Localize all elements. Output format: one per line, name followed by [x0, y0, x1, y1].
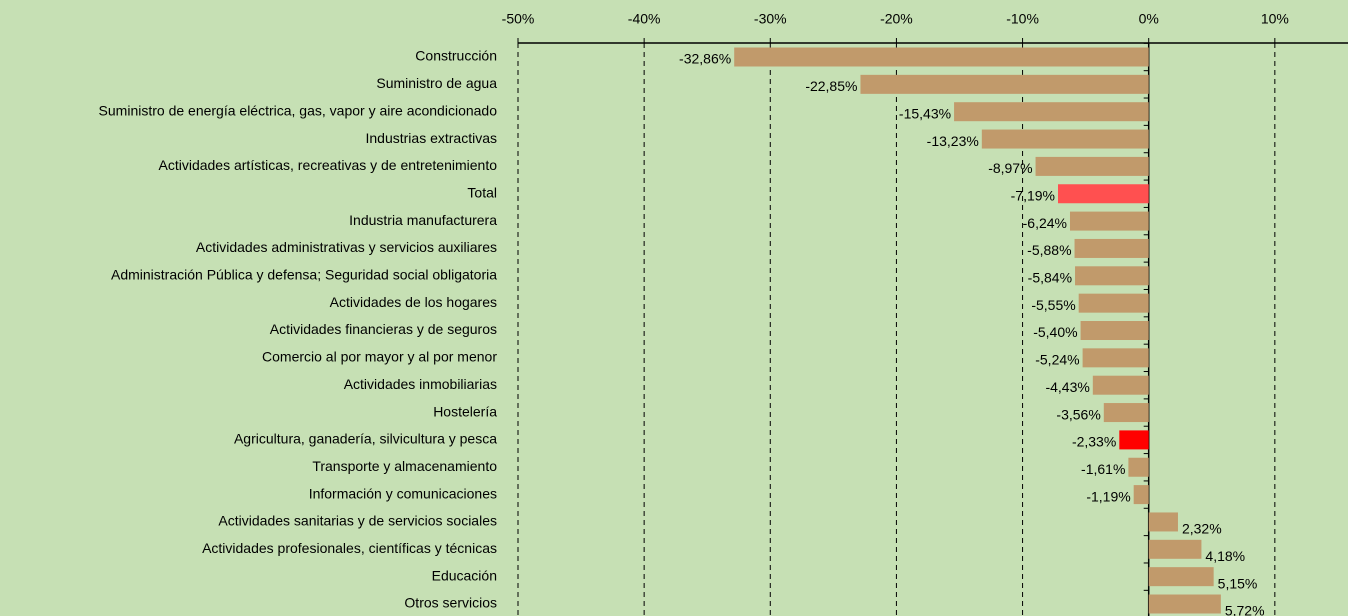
- value-label: -4,43%: [1045, 379, 1089, 395]
- category-label: Industrias extractivas: [366, 130, 498, 146]
- bar: [1148, 512, 1178, 532]
- x-tick-label: 0%: [1139, 11, 1159, 27]
- value-label: -8,97%: [988, 160, 1032, 176]
- value-label: -7,19%: [1011, 187, 1055, 203]
- bar: [1074, 238, 1149, 258]
- value-label: 5,72%: [1225, 603, 1265, 616]
- value-label: -2,33%: [1072, 434, 1116, 450]
- bar: [1075, 266, 1149, 286]
- value-label: -3,56%: [1056, 406, 1100, 422]
- bar: [1148, 594, 1221, 614]
- category-label: Otros servicios: [404, 595, 497, 611]
- category-label: Actividades sanitarias y de servicios so…: [218, 513, 497, 529]
- x-tick-label: -40%: [628, 11, 661, 27]
- bar: [1119, 430, 1149, 450]
- category-label: Suministro de energía eléctrica, gas, va…: [99, 102, 498, 118]
- bar: [1035, 156, 1149, 176]
- category-label: Transporte y almacenamiento: [312, 458, 497, 474]
- x-tick-label: -30%: [754, 11, 787, 27]
- category-label: Actividades de los hogares: [330, 294, 497, 310]
- value-label: -13,23%: [927, 133, 979, 149]
- bar: [1128, 457, 1149, 477]
- bar: [1092, 375, 1149, 395]
- bar: [860, 74, 1149, 94]
- value-label: -15,43%: [899, 105, 951, 121]
- category-label: Hostelería: [433, 403, 497, 419]
- category-label: Agricultura, ganadería, silvicultura y p…: [234, 431, 497, 447]
- bar: [954, 102, 1149, 122]
- bar: [981, 129, 1149, 149]
- category-label: Actividades inmobiliarias: [344, 376, 497, 392]
- bar: [734, 47, 1149, 67]
- category-label: Actividades administrativas y servicios …: [196, 239, 497, 255]
- bar: [1148, 567, 1214, 587]
- category-label: Industria manufacturera: [349, 212, 497, 228]
- value-label: 5,15%: [1218, 575, 1258, 591]
- x-tick-label: -10%: [1006, 11, 1039, 27]
- value-label: -5,84%: [1028, 270, 1072, 286]
- category-label: Actividades financieras y de seguros: [270, 321, 497, 337]
- x-tick-label: -50%: [502, 11, 535, 27]
- x-tick-label: 10%: [1261, 11, 1289, 27]
- value-label: -5,24%: [1035, 352, 1079, 368]
- bar: [1080, 321, 1149, 340]
- category-label: Actividades profesionales, científicas y…: [202, 540, 497, 556]
- category-label: Educación: [432, 567, 497, 583]
- value-label: -1,61%: [1081, 461, 1125, 477]
- value-label: -5,40%: [1033, 324, 1077, 340]
- bar: [1103, 403, 1149, 423]
- value-label: -32,86%: [679, 51, 731, 67]
- category-label: Construcción: [415, 48, 497, 64]
- category-label: Administración Pública y defensa; Seguri…: [111, 267, 497, 283]
- bar: [1078, 293, 1149, 313]
- value-label: 4,18%: [1205, 548, 1245, 564]
- bar: [1058, 184, 1149, 204]
- bar: [1133, 485, 1149, 505]
- bar: [1148, 539, 1202, 559]
- value-label: -1,19%: [1086, 488, 1130, 504]
- category-label: Comercio al por mayor y al por menor: [262, 349, 497, 365]
- value-label: -6,24%: [1023, 215, 1067, 231]
- bar: [1069, 211, 1149, 231]
- value-label: -5,88%: [1027, 242, 1071, 258]
- value-label: -5,55%: [1031, 297, 1075, 313]
- bar: [1082, 348, 1149, 368]
- category-label: Suministro de agua: [376, 75, 497, 91]
- value-label: 2,32%: [1182, 521, 1222, 537]
- category-label: Total: [467, 184, 497, 200]
- value-label: -22,85%: [805, 78, 857, 94]
- x-tick-label: -20%: [880, 11, 913, 27]
- category-label: Actividades artísticas, recreativas y de…: [159, 157, 498, 173]
- category-label: Información y comunicaciones: [309, 485, 497, 501]
